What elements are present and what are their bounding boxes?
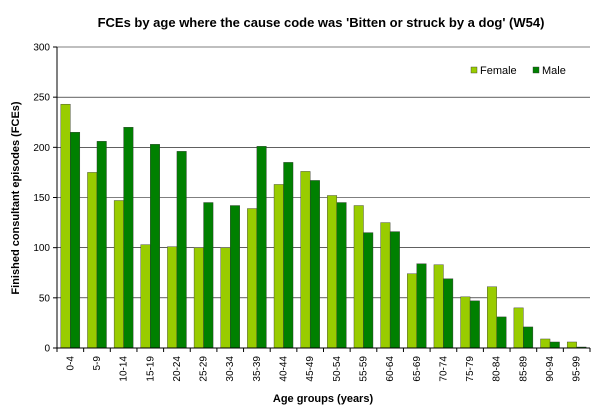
y-tick-label: 50 — [39, 293, 51, 304]
bar-male-75-79 — [469, 300, 480, 349]
y-tick-label: 0 — [44, 344, 50, 355]
bar-male-30-34 — [230, 205, 240, 349]
x-tick-label: 45-49 — [305, 356, 316, 382]
bar-female-90-94 — [540, 338, 551, 349]
x-tick-label: 80-84 — [492, 356, 503, 382]
y-axis-label: Finished consultant episodes (FCEs) — [10, 101, 22, 294]
x-tick-label: 95-99 — [572, 356, 583, 382]
x-axis-label: Age groups (years) — [273, 393, 374, 405]
bar-male-5-9 — [96, 141, 107, 349]
bar-male-50-54 — [336, 202, 347, 349]
legend-swatch-male — [532, 66, 540, 74]
bar-male-40-44 — [283, 162, 294, 349]
x-tick-label: 0-4 — [65, 356, 76, 371]
x-tick-label: 85-89 — [518, 356, 529, 382]
bar-female-30-34 — [220, 247, 231, 349]
y-tick-label: 300 — [33, 43, 50, 54]
bar-female-50-54 — [327, 195, 338, 349]
x-tick-labels: 0-4 5-9 10-14 15-19 20-24 25-29 30-34 35-39 40-4… — [56, 348, 591, 382]
x-tick-label: 70-74 — [438, 356, 449, 382]
y-tick-label: 200 — [33, 143, 50, 154]
bar-male-55-59 — [363, 232, 374, 349]
bar-female-80-84 — [487, 286, 497, 349]
y-tick-label: 100 — [33, 243, 50, 254]
legend-swatch-female — [470, 66, 478, 74]
bar-male-0-4 — [70, 132, 81, 349]
bar-male-25-29 — [203, 202, 214, 349]
x-tick-label: 25-29 — [199, 356, 210, 382]
x-tick-label: 30-34 — [225, 356, 236, 382]
bar-female-95-99 — [566, 341, 577, 349]
bar-male-85-89 — [523, 326, 534, 349]
bar-female-10-14 — [113, 200, 124, 349]
legend-label-male: Male — [542, 65, 566, 77]
x-tick-label: 10-14 — [119, 356, 130, 382]
x-tick-label: 5-9 — [92, 356, 103, 371]
bar-female-15-19 — [140, 244, 151, 349]
x-tick-label: 90-94 — [545, 356, 556, 382]
x-tick-label: 60-64 — [385, 356, 396, 382]
bar-female-60-64 — [380, 222, 391, 349]
x-tick-label: 20-24 — [172, 356, 183, 382]
x-tick-label: 75-79 — [465, 356, 476, 382]
bars — [60, 103, 587, 349]
bar-female-25-29 — [193, 247, 204, 349]
bar-male-10-14 — [123, 127, 134, 349]
bar-male-90-94 — [549, 341, 560, 349]
bar-male-15-19 — [150, 144, 160, 349]
bar-female-40-44 — [273, 184, 284, 349]
bar-male-35-39 — [256, 146, 267, 349]
bar-female-35-39 — [247, 208, 258, 349]
legend-label-female: Female — [480, 65, 517, 77]
y-tick-label: 150 — [33, 193, 50, 204]
bar-female-75-79 — [460, 296, 471, 349]
y-tick-labels: 0 50 100 150 200 250 300 — [33, 43, 57, 355]
chart-title: FCEs by age where the cause code was 'Bi… — [98, 15, 545, 30]
bar-female-55-59 — [353, 205, 364, 349]
x-tick-label: 65-69 — [412, 356, 423, 382]
y-tick-label: 250 — [33, 93, 50, 104]
bar-female-0-4 — [60, 103, 71, 349]
bar-male-20-24 — [176, 151, 187, 349]
bar-female-65-69 — [407, 273, 417, 349]
x-tick-label: 50-54 — [332, 356, 343, 382]
bar-male-70-74 — [443, 278, 454, 349]
bar-female-5-9 — [87, 172, 98, 349]
x-tick-label: 55-59 — [358, 356, 369, 382]
bar-male-80-84 — [496, 316, 507, 349]
x-tick-label: 35-39 — [252, 356, 263, 382]
bar-female-45-49 — [300, 171, 311, 349]
bar-male-60-64 — [389, 231, 400, 349]
x-tick-label: 40-44 — [279, 356, 290, 382]
bar-male-65-69 — [416, 263, 427, 349]
bar-female-70-74 — [433, 264, 444, 349]
bar-female-85-89 — [513, 307, 524, 349]
bar-female-20-24 — [167, 246, 178, 349]
bar-male-45-49 — [309, 180, 320, 349]
x-tick-label: 15-19 — [145, 356, 156, 382]
legend: Female Male — [470, 65, 566, 77]
gridlines — [57, 46, 590, 299]
